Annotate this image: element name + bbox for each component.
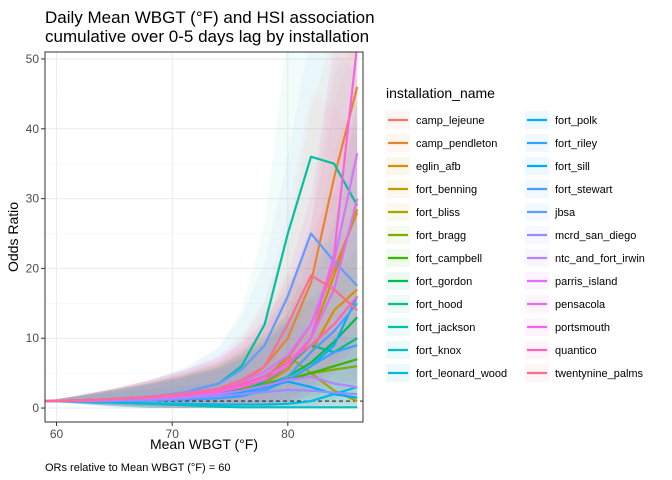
ribbon-eglin_afb (45, 86, 358, 409)
legend-item-mcrd_san_diego: mcrd_san_diego (525, 226, 636, 244)
y-axis: 0 10 20 30 40 50 (26, 52, 45, 415)
legend-label: parris_island (555, 276, 617, 288)
chart-title-line-1: Daily Mean WBGT (°F) and HSI association (45, 8, 375, 27)
y-tick-label: 50 (26, 52, 40, 66)
ribbon-parris_island (45, 52, 358, 407)
legend-item-eglin_afb: eglin_afb (386, 157, 461, 175)
legend-item-parris_island: parris_island (525, 272, 617, 290)
legend-label: fort_hood (416, 299, 462, 311)
legend-label: camp_lejeune (416, 115, 485, 127)
legend-item-fort_leonard_wood: fort_leonard_wood (386, 364, 507, 382)
x-tick-label: 60 (50, 427, 64, 441)
legend-item-portsmouth: portsmouth (525, 318, 610, 336)
series-line-twentynine_palms (45, 274, 358, 403)
x-tick-label: 70 (166, 427, 180, 441)
legend-label: quantico (555, 345, 597, 357)
legend-item-fort_jackson: fort_jackson (386, 318, 475, 336)
legend-item-fort_stewart: fort_stewart (525, 180, 612, 198)
ribbon-twentynine_palms (45, 94, 358, 407)
legend-item-fort_knox: fort_knox (386, 341, 462, 359)
y-tick-label: 30 (26, 192, 40, 206)
legend-item-fort_polk: fort_polk (525, 111, 598, 129)
y-tick-label: 0 (32, 401, 39, 415)
ribbon-fort_stewart (45, 119, 358, 409)
ribbon-fort_gordon (45, 151, 358, 409)
legend-label: fort_leonard_wood (416, 368, 507, 380)
series-line-fort_leonard_wood (45, 386, 358, 406)
ribbon-portsmouth (45, 52, 358, 409)
ribbon-fort_riley (45, 216, 358, 409)
y-tick-label: 10 (26, 331, 40, 345)
legend-item-fort_benning: fort_benning (386, 180, 477, 198)
ribbon-fort_sill (45, 322, 358, 409)
y-axis-title: Odds Ratio (5, 202, 21, 272)
plot-border (44, 51, 364, 423)
legend-item-fort_bragg: fort_bragg (386, 226, 466, 244)
legend-item-fort_bliss: fort_bliss (386, 203, 461, 221)
ribbon-fort_knox (45, 360, 358, 409)
ribbon-fort_jackson (45, 52, 358, 407)
ribbon-camp_lejeune (45, 52, 358, 408)
legend-label: fort_bliss (416, 207, 461, 219)
legend-label: jbsa (554, 207, 576, 219)
series-line-ntc_and_fort_irwin (45, 375, 358, 403)
legend-label: fort_benning (416, 184, 477, 196)
legend-item-camp_lejeune: camp_lejeune (386, 111, 485, 129)
legend-item-fort_hood: fort_hood (386, 295, 462, 313)
ribbon-camp_pendleton (45, 52, 358, 409)
legend-item-fort_sill: fort_sill (525, 157, 590, 175)
legend-item-jbsa: jbsa (525, 203, 576, 221)
legend-label: fort_jackson (416, 322, 475, 334)
ribbon-pensacola (45, 52, 358, 408)
legend-item-ntc_and_fort_irwin: ntc_and_fort_irwin (525, 249, 645, 267)
legend-item-camp_pendleton: camp_pendleton (386, 134, 497, 152)
legend-label: fort_polk (555, 115, 598, 127)
legend-label: fort_bragg (416, 230, 466, 242)
legend-item-quantico: quantico (525, 341, 597, 359)
series-lines (45, 52, 359, 409)
legend-item-fort_campbell: fort_campbell (386, 249, 482, 267)
x-tick-label: 80 (281, 427, 295, 441)
x-axis: 60 70 80 (50, 422, 295, 441)
legend-label: ntc_and_fort_irwin (555, 253, 645, 265)
legend-item-fort_gordon: fort_gordon (386, 272, 472, 290)
legend-label: portsmouth (555, 322, 610, 334)
x-axis-title: Mean WBGT (°F) (150, 436, 258, 452)
legend: camp_lejeune camp_pendleton eglin_afb fort_… (386, 111, 645, 382)
legend-label: fort_riley (555, 138, 598, 150)
ribbon-quantico (45, 102, 358, 408)
legend-label: fort_sill (555, 161, 590, 173)
ribbon-jbsa (45, 52, 358, 407)
legend-label: fort_campbell (416, 253, 482, 265)
y-tick-label: 40 (26, 122, 40, 136)
chart-caption: ORs relative to Mean WBGT (°F) = 60 (45, 462, 230, 474)
ribbon-fort_hood (45, 200, 358, 409)
chart-title-line-2: cumulative over 0-5 days lag by installa… (45, 27, 369, 46)
legend-label: fort_stewart (555, 184, 612, 196)
legend-title: installation_name (386, 85, 495, 101)
ribbon-fort_polk (45, 102, 358, 409)
legend-item-fort_riley: fort_riley (525, 134, 598, 152)
legend-label: twentynine_palms (555, 368, 644, 380)
legend-item-twentynine_palms: twentynine_palms (525, 364, 644, 382)
legend-label: pensacola (555, 299, 606, 311)
legend-label: eglin_afb (416, 161, 461, 173)
legend-label: camp_pendleton (416, 138, 497, 150)
y-tick-label: 20 (26, 261, 40, 275)
legend-label: mcrd_san_diego (555, 230, 636, 242)
legend-item-pensacola: pensacola (525, 295, 606, 313)
legend-label: fort_knox (416, 345, 462, 357)
ribbon-fort_benning (45, 52, 358, 409)
legend-label: fort_gordon (416, 276, 472, 288)
